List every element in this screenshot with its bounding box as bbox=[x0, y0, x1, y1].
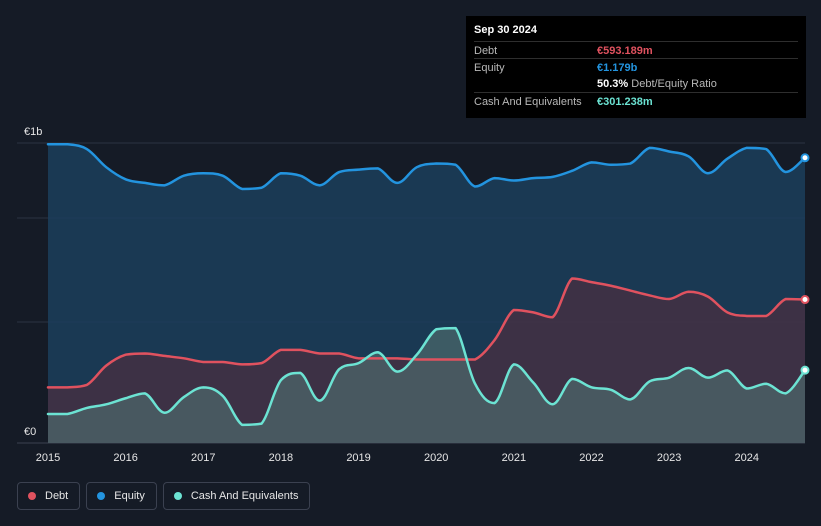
tooltip-cash-label: Cash And Equivalents bbox=[474, 96, 582, 108]
line-layer bbox=[46, 142, 807, 427]
tooltip-debt-label: Debt bbox=[474, 45, 498, 57]
tooltip-debt-value: €593.189m bbox=[597, 45, 653, 57]
x-tick-label: 2019 bbox=[346, 452, 370, 464]
cash-endpoint bbox=[800, 365, 810, 375]
legend-debt-label: Debt bbox=[45, 490, 69, 502]
legend-equity-label: Equity bbox=[114, 490, 145, 502]
y-tick-label: €1b bbox=[24, 126, 42, 138]
tooltip-row-debt: Debt €593.189m bbox=[474, 41, 798, 59]
endpoint-layer bbox=[800, 153, 810, 375]
tooltip-date: Sep 30 2024 bbox=[474, 24, 537, 36]
x-tick-label: 2022 bbox=[579, 452, 603, 464]
x-tick-label: 2024 bbox=[735, 452, 759, 464]
legend-item-debt[interactable]: Debt bbox=[17, 482, 81, 510]
x-tick-label: 2018 bbox=[269, 452, 293, 464]
x-tick-label: 2016 bbox=[113, 452, 137, 464]
tooltip-panel: Sep 30 2024 Debt €593.189m Equity €1.179… bbox=[466, 16, 806, 118]
legend-item-cash[interactable]: Cash And Equivalents bbox=[162, 482, 311, 510]
x-tick-label: 2020 bbox=[424, 452, 448, 464]
legend-cash-label: Cash And Equivalents bbox=[190, 490, 299, 502]
x-tick-label: 2015 bbox=[36, 452, 60, 464]
tooltip-cash-value: €301.238m bbox=[597, 96, 653, 108]
area-layer bbox=[48, 144, 805, 443]
x-tick-label: 2017 bbox=[191, 452, 215, 464]
legend: Debt Equity Cash And Equivalents bbox=[17, 482, 311, 510]
tooltip-equity-value: €1.179b bbox=[597, 62, 638, 74]
tooltip-row-cash: Cash And Equivalents €301.238m bbox=[474, 92, 798, 110]
axis-layer: 2015 2016 2017 2018 2019 2020 2021 2022 2023 2024… bbox=[24, 126, 759, 464]
tooltip-row-ratio: 50.3% Debt/Equity Ratio bbox=[474, 75, 798, 92]
equity-line bbox=[46, 142, 807, 191]
debt-endpoint bbox=[800, 295, 810, 305]
cash-line bbox=[46, 326, 807, 427]
debt-dot-icon bbox=[28, 492, 36, 500]
equity-dot-icon bbox=[97, 492, 106, 500]
x-tick-label: 2023 bbox=[657, 452, 681, 464]
equity-endpoint bbox=[800, 153, 810, 163]
legend-item-equity[interactable]: Equity bbox=[86, 482, 157, 510]
tooltip-ratio-label: Debt/Equity Ratio bbox=[631, 78, 717, 90]
tooltip-row-equity: Equity €1.179b bbox=[474, 58, 798, 76]
debt-line bbox=[46, 277, 807, 389]
tooltip-ratio-value: 50.3% bbox=[597, 78, 629, 90]
x-tick-label: 2021 bbox=[502, 452, 526, 464]
cash-dot-icon bbox=[173, 492, 182, 500]
cash-area bbox=[48, 328, 805, 443]
y-tick-label: €0 bbox=[24, 426, 36, 438]
tooltip-equity-label: Equity bbox=[474, 62, 505, 74]
tooltip-ratio: 50.3% Debt/Equity Ratio bbox=[597, 78, 717, 90]
